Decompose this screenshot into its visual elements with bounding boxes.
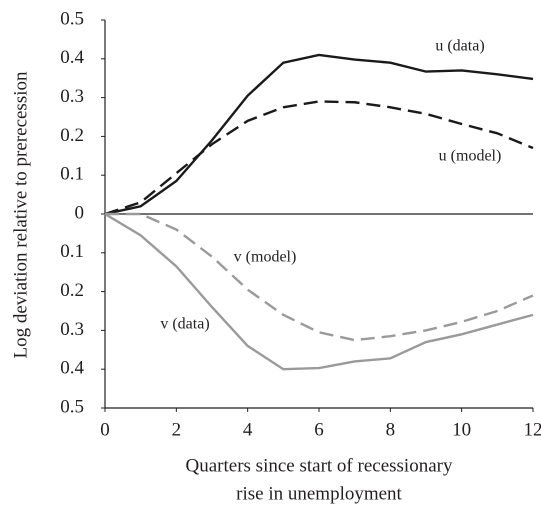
series-line bbox=[104, 53, 534, 216]
y-tick-label: 0.2 bbox=[60, 125, 84, 146]
x-tick-label: 8 bbox=[386, 419, 396, 440]
x-tick-label: 12 bbox=[524, 419, 541, 440]
x-tick-label: 2 bbox=[172, 419, 182, 440]
y-tick-label: 0.5 bbox=[60, 8, 84, 29]
series-label: u (model) bbox=[439, 148, 502, 165]
x-axis-title: rise in unemployment bbox=[236, 483, 402, 504]
y-tick-label: 0.5 bbox=[60, 396, 84, 417]
y-tick-label: 0.1 bbox=[60, 164, 84, 185]
y-tick-label: 0.4 bbox=[60, 47, 84, 68]
series-line bbox=[104, 212, 534, 371]
y-tick-label: 0.3 bbox=[60, 319, 84, 340]
y-tick-label: 0 bbox=[75, 202, 85, 223]
y-tick-label: 0.3 bbox=[60, 86, 84, 107]
y-axis-title: Log deviation relative to prerecession bbox=[10, 71, 31, 359]
series-label: u (data) bbox=[435, 38, 484, 55]
series-label: v (model) bbox=[234, 249, 297, 266]
y-tick-label: 0.2 bbox=[60, 280, 84, 301]
x-tick-label: 10 bbox=[452, 419, 471, 440]
y-tick-label: 0.1 bbox=[60, 241, 84, 262]
x-tick-label: 4 bbox=[243, 419, 253, 440]
series-line bbox=[105, 212, 534, 342]
x-axis-title: Quarters since start of recessionary bbox=[186, 455, 453, 476]
x-tick-label: 0 bbox=[100, 419, 110, 440]
series-line bbox=[104, 100, 534, 216]
series-label: v (data) bbox=[160, 316, 209, 333]
y-tick-label: 0.4 bbox=[60, 358, 84, 379]
x-tick-label: 6 bbox=[314, 419, 324, 440]
